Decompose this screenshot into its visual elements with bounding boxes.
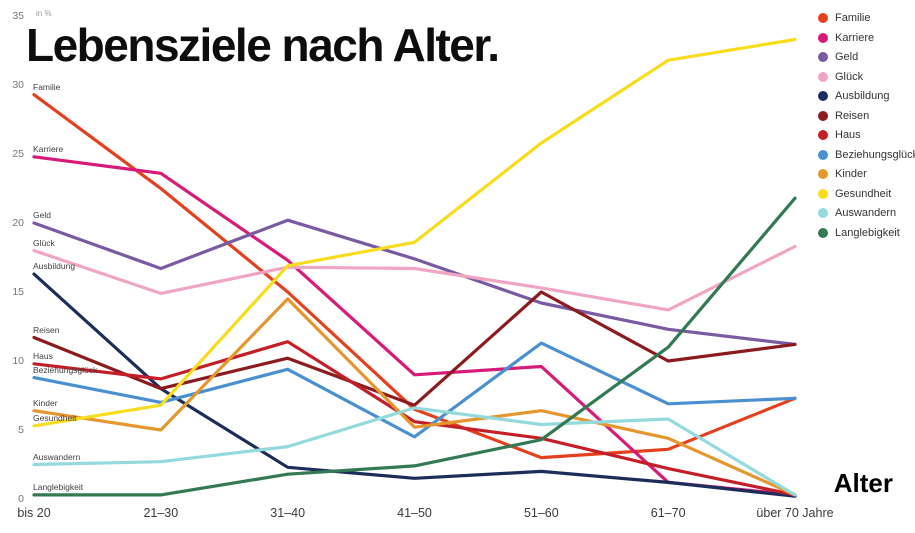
legend-label: Beziehungsglück [835,148,915,161]
series-line-Kinder [32,297,797,497]
x-tick-label: über 70 Jahre [756,506,834,520]
x-tick-label: bis 20 [17,506,51,520]
legend-dot [818,71,828,82]
legend-label: Auswandern [835,207,897,219]
legend-dot [818,52,828,62]
legend: Familie Karriere Geld Glück Ausbildung Reisen… [818,12,915,246]
series-start-label: Haus [33,350,53,361]
series-line-Langlebigkeit [32,196,797,497]
legend-item: Ausbildung [818,90,915,102]
legend-dot [818,208,828,218]
legend-item: Kinder [818,168,915,180]
y-tick-label: 10 [12,355,24,367]
legend-label: Gesundheit [835,187,892,200]
legend-item: Familie [818,12,915,24]
series-start-label: Auswandern [33,451,81,462]
series-line-Glück [32,244,797,312]
series-line-Auswandern [32,406,797,497]
legend-label: Karriere [835,31,875,44]
series-start-label: Familie [33,81,61,92]
legend-item: Auswandern [818,207,915,219]
legend-label: Haus [835,129,861,141]
series-line-Gesundheit [32,37,797,428]
series-start-label: Glück [33,237,55,248]
legend-item: Geld [818,51,915,63]
legend-item: Karriere [818,32,915,44]
series-start-label: Reisen [33,324,60,335]
x-tick-label: 31–40 [270,506,306,520]
series-start-label: Karriere [33,143,64,154]
legend-label: Kinder [835,168,867,180]
y-tick-label: 35 [12,10,24,22]
y-tick-label: 20 [12,217,24,229]
legend-dot [818,32,828,43]
series-start-label: Langlebigkeit [33,481,84,492]
legend-dot [818,110,828,121]
x-tick-label: 51–60 [523,506,559,520]
legend-item: Gesundheit [818,188,915,200]
chart-title: Lebensziele nach Alter. [26,19,500,71]
legend-dot [818,149,828,160]
y-tick-label: 15 [12,286,24,298]
legend-label: Geld [835,51,859,63]
series-line-Geld [32,218,797,346]
y-tick-label: 30 [12,79,24,91]
series-start-label: Geld [33,210,51,220]
legend-dot [818,91,828,101]
y-tick-label: 25 [12,148,24,160]
y-tick-label: 0 [18,493,24,505]
legend-item: Glück [818,71,915,83]
legend-dot [818,13,828,23]
series-line-Beziehungsglück [32,341,797,439]
legend-label: Familie [835,12,871,24]
legend-item: Langlebigkeit [818,227,915,239]
legend-item: Haus [818,129,915,141]
legend-dot [818,227,828,238]
series-start-label: Ausbildung [33,261,76,272]
legend-label: Langlebigkeit [835,226,900,239]
legend-label: Reisen [835,109,870,122]
legend-dot [818,169,828,179]
series-start-label: Gesundheit [33,412,77,423]
x-tick-label: 21–30 [143,506,179,520]
x-axis-label: Alter [833,468,893,498]
legend-dot [818,188,828,199]
series-line-Reisen [32,290,797,407]
series-start-label: Beziehungsglück [33,364,98,375]
legend-item: Reisen [818,110,915,122]
series-start-label: Kinder [33,397,58,408]
y-axis-unit-label: in % [36,9,52,18]
series-line-Haus [32,340,797,497]
legend-label: Glück [835,70,864,83]
x-tick-label: 41–50 [397,506,432,520]
legend-dot [818,130,828,140]
x-tick-label: 61–70 [650,506,686,520]
legend-item: Beziehungsglück [818,149,915,161]
y-tick-label: 5 [18,424,24,436]
legend-label: Ausbildung [835,90,890,102]
